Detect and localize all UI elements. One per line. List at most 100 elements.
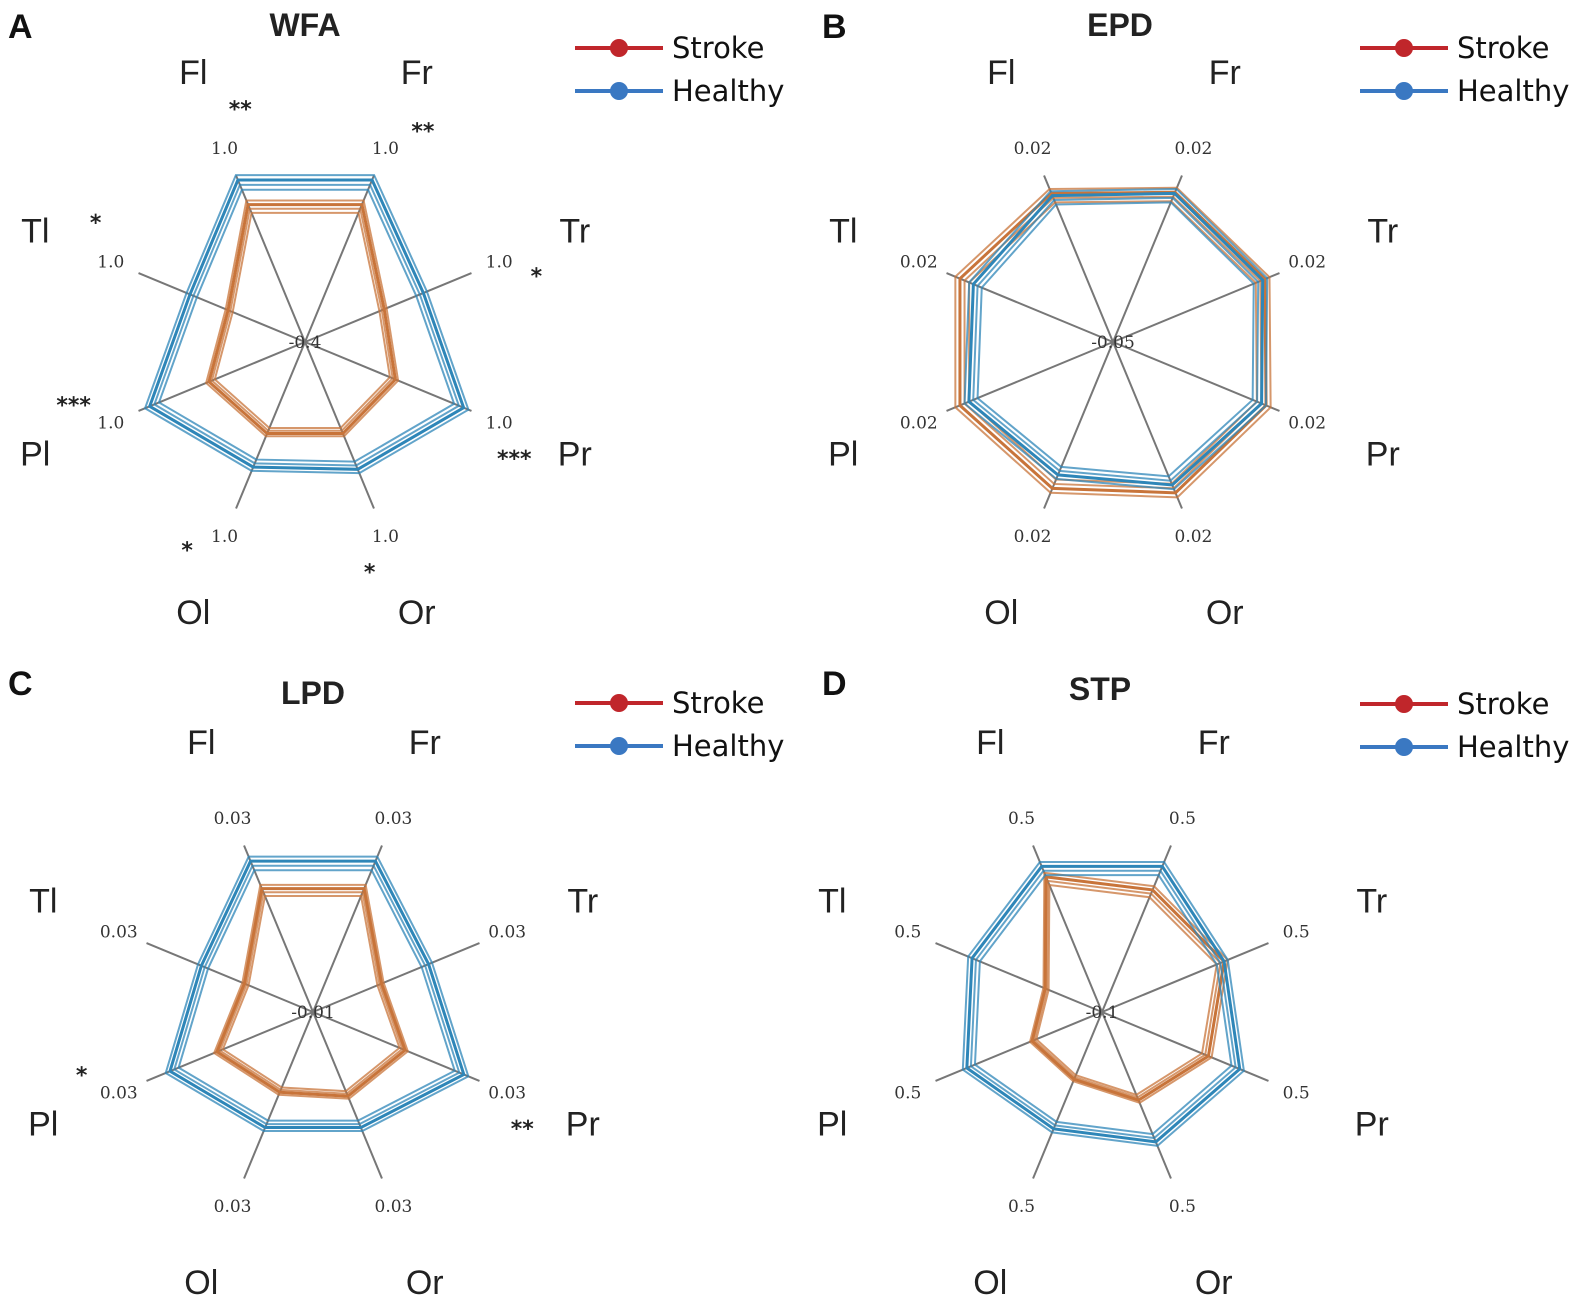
series-healthy xyxy=(143,174,470,475)
panel-d: D STP 0.5 0.5 0.5 0.5 0.5 0.5 0.5 0.5 Fr Tr Pr Or Ol Pl… xyxy=(817,665,1569,1296)
tick-label-ol: 0.5 xyxy=(1008,1197,1035,1217)
tick-label-tl: 0.02 xyxy=(900,253,938,273)
series-stroke xyxy=(1028,871,1229,1104)
axis-name-or: Or xyxy=(1206,594,1244,632)
panel-a: A WFA 1.0 1.0 1.0 1.0 1.0 1.0 1.0 1.0 Fr Tr Pr Or Ol Pl… xyxy=(8,7,784,632)
tick-label-or: 1.0 xyxy=(372,527,399,547)
axis-name-pr: Pr xyxy=(1355,1106,1389,1144)
axis-name-or: Or xyxy=(398,594,436,632)
axis-name-fl: Fl xyxy=(987,54,1015,92)
series-stroke xyxy=(212,883,409,1100)
axis-name-tr: Tr xyxy=(559,212,590,250)
panel-title: EPD xyxy=(1087,7,1153,43)
axis-name-ol: Ol xyxy=(176,594,210,632)
panel-letter: C xyxy=(8,665,33,703)
axis-name-tl: Tl xyxy=(29,882,57,920)
panel-c: C LPD 0.03 0.03 0.03 0.03 0.03 0.03 0.03 0.03 Fr Tr… xyxy=(8,665,784,1296)
panel-b: B EPD 0.02 0.02 0.02 0.02 0.02 0.02 0.02 0.02 Fr Tr… xyxy=(822,7,1569,632)
tick-label-ol: 0.02 xyxy=(1014,527,1052,547)
spoke-tr xyxy=(304,272,472,343)
legend: Stroke Healthy xyxy=(1360,31,1569,108)
spoke-or xyxy=(304,341,375,509)
tick-label-pr: 1.0 xyxy=(486,413,513,433)
series-stroke-outline xyxy=(1035,883,1218,1096)
tick-label-fl: 0.5 xyxy=(1008,809,1035,829)
axis-name-pr: Pr xyxy=(566,1106,600,1144)
legend-marker xyxy=(1395,738,1413,756)
axis-name-fl: Fl xyxy=(187,724,215,762)
tick-label-pr: 0.03 xyxy=(488,1083,526,1103)
tick-label-or: 0.02 xyxy=(1175,527,1213,547)
spoke-tr xyxy=(312,942,480,1013)
series-healthy-outline xyxy=(961,861,1245,1147)
series-healthy-outline xyxy=(153,183,461,467)
legend: Stroke Healthy xyxy=(575,31,784,108)
series-healthy-outline xyxy=(976,201,1255,478)
significance-pr: *** xyxy=(497,447,532,472)
panel-title: STP xyxy=(1069,671,1131,707)
panel-letter: B xyxy=(822,8,847,46)
center-label: -0.01 xyxy=(291,1003,335,1023)
axis-name-fr: Fr xyxy=(1209,54,1241,92)
axis-name-tr: Tr xyxy=(1356,882,1387,920)
tick-label-or: 0.5 xyxy=(1169,1197,1196,1217)
legend-label: Stroke xyxy=(1457,687,1549,721)
legend-label: Healthy xyxy=(672,74,784,108)
tick-label-tl: 0.03 xyxy=(100,923,138,943)
legend-marker xyxy=(610,39,628,57)
spoke-fr xyxy=(312,845,383,1013)
series-healthy-outline xyxy=(173,864,461,1126)
spoke-ol xyxy=(235,341,306,509)
legend: Stroke Healthy xyxy=(1360,687,1569,764)
significance-pl: *** xyxy=(56,394,91,419)
legend-marker xyxy=(1395,695,1413,713)
axis-name-pl: Pl xyxy=(828,436,858,474)
axis-name-ol: Ol xyxy=(973,1264,1007,1296)
axis-name-ol: Ol xyxy=(184,1264,218,1296)
significance-tr: * xyxy=(531,264,543,289)
series-healthy-outline xyxy=(164,855,470,1133)
spoke-tr xyxy=(1112,272,1280,343)
panel-letter: D xyxy=(822,665,847,703)
legend-label: Stroke xyxy=(1457,31,1549,65)
panel-letter: A xyxy=(8,8,33,46)
tick-label-fr: 0.03 xyxy=(375,809,413,829)
series-healthy-outline xyxy=(969,869,1237,1140)
center-label: -0.4 xyxy=(289,333,322,353)
series-stroke-outline xyxy=(213,211,392,430)
spoke-ol xyxy=(1043,341,1114,509)
tick-label-tr: 0.02 xyxy=(1288,253,1326,273)
series-stroke-outline xyxy=(210,207,394,432)
tick-label-pl: 1.0 xyxy=(97,413,124,433)
legend-label: Stroke xyxy=(672,686,764,720)
legend-label: Healthy xyxy=(672,729,784,763)
axis-name-or: Or xyxy=(1195,1264,1233,1296)
axis-name-fl: Fl xyxy=(976,724,1004,762)
axis-name-or: Or xyxy=(406,1264,444,1296)
legend-label: Healthy xyxy=(1457,74,1569,108)
significance-ol: * xyxy=(181,538,193,563)
tick-label-pr: 0.02 xyxy=(1288,413,1326,433)
tick-label-fl: 0.03 xyxy=(214,809,252,829)
series-stroke-outline xyxy=(954,186,1272,499)
series-stroke-outline xyxy=(1028,871,1229,1104)
significance-pr: ** xyxy=(511,1117,535,1142)
axis-name-tr: Tr xyxy=(1367,212,1398,250)
tick-label-ol: 1.0 xyxy=(211,527,238,547)
series-stroke-outline xyxy=(1033,879,1222,1099)
axis-name-pl: Pl xyxy=(20,436,50,474)
significance-fr: ** xyxy=(411,120,435,145)
legend-marker xyxy=(610,737,628,755)
axis-name-fr: Fr xyxy=(401,54,433,92)
spoke-pr xyxy=(312,1011,480,1082)
significance-or: * xyxy=(364,560,376,585)
tick-label-fr: 0.5 xyxy=(1169,809,1196,829)
axis-name-tr: Tr xyxy=(567,882,598,920)
axis-name-pl: Pl xyxy=(28,1106,58,1144)
tick-label-pl: 0.03 xyxy=(100,1083,138,1103)
significance-fl: ** xyxy=(229,98,253,123)
legend: Stroke Healthy xyxy=(575,686,784,763)
panel-title: LPD xyxy=(281,675,345,711)
axis-name-pr: Pr xyxy=(558,436,592,474)
